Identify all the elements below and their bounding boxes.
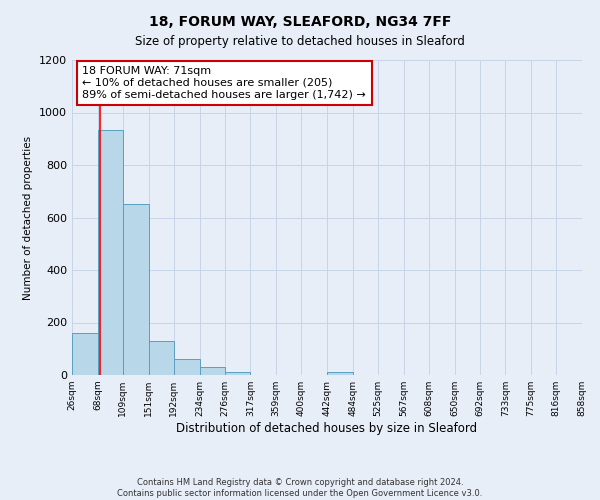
Text: 18 FORUM WAY: 71sqm
← 10% of detached houses are smaller (205)
89% of semi-detac: 18 FORUM WAY: 71sqm ← 10% of detached ho… bbox=[82, 66, 366, 100]
Bar bbox=[72, 333, 98, 375]
Bar bbox=[149, 341, 174, 375]
Bar bbox=[225, 372, 250, 375]
Bar bbox=[98, 130, 123, 375]
Y-axis label: Number of detached properties: Number of detached properties bbox=[23, 136, 34, 300]
X-axis label: Distribution of detached houses by size in Sleaford: Distribution of detached houses by size … bbox=[176, 422, 478, 435]
Text: Contains HM Land Registry data © Crown copyright and database right 2024.
Contai: Contains HM Land Registry data © Crown c… bbox=[118, 478, 482, 498]
Bar bbox=[123, 204, 149, 375]
Text: Size of property relative to detached houses in Sleaford: Size of property relative to detached ho… bbox=[135, 35, 465, 48]
Bar bbox=[174, 359, 200, 375]
Bar bbox=[327, 372, 353, 375]
Text: 18, FORUM WAY, SLEAFORD, NG34 7FF: 18, FORUM WAY, SLEAFORD, NG34 7FF bbox=[149, 15, 451, 29]
Bar bbox=[199, 367, 225, 375]
